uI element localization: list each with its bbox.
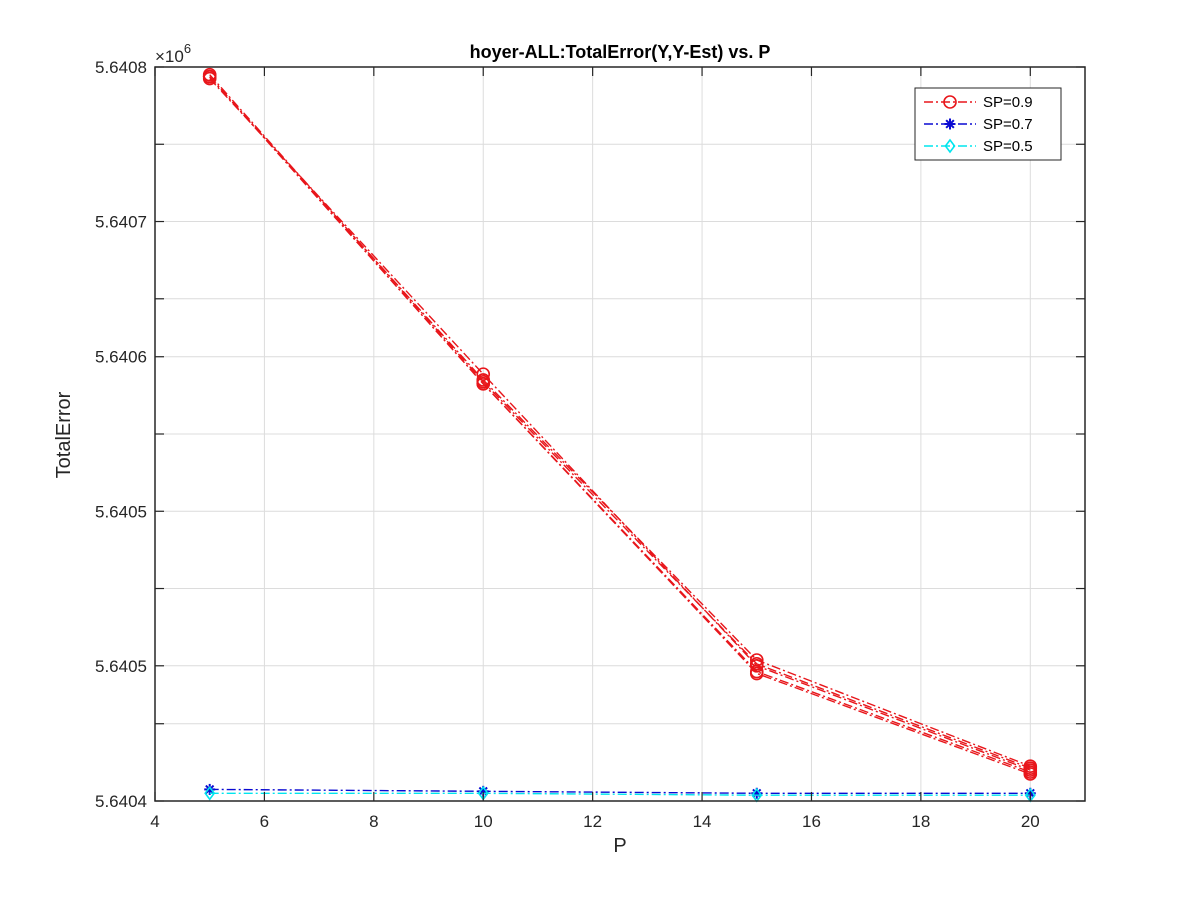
series-layer	[202, 67, 1038, 803]
y-tick-label: 5.6407	[95, 213, 147, 232]
series-4	[202, 69, 1038, 781]
series-line	[209, 76, 1031, 775]
x-tick-label: 14	[693, 812, 712, 831]
x-axis-label: P	[613, 835, 626, 857]
data-point	[944, 138, 956, 154]
series-line	[209, 788, 1031, 794]
grid-lines	[154, 66, 1085, 802]
y-tick-label: 5.6404	[95, 792, 147, 811]
x-tick-label: 16	[802, 812, 821, 831]
data-point	[943, 95, 957, 109]
data-point	[202, 69, 217, 84]
legend-box	[914, 87, 1062, 161]
y-exponent-power: 6	[184, 41, 191, 56]
series-line	[209, 74, 1031, 769]
star-stroke	[945, 119, 955, 129]
x-tick-label: 20	[1021, 812, 1040, 831]
y-exponent-base: ×10	[155, 47, 184, 66]
axis-ticks	[154, 66, 1085, 802]
y-tick-label: 5.6408	[95, 58, 147, 77]
y-tick-label: 5.6406	[95, 348, 147, 367]
legend-item: SP=0.9	[924, 94, 1033, 111]
y-exponent-multiplier: ×106	[155, 41, 191, 66]
data-point	[204, 785, 216, 801]
series-line	[209, 792, 1031, 796]
data-point	[1023, 761, 1038, 775]
x-tick-labels: 4 6 8 10 12 14 16 18 20	[150, 812, 1039, 831]
star-stroke	[478, 786, 488, 796]
data-point	[749, 657, 764, 671]
data-point	[1023, 767, 1038, 781]
x-tick-label: 18	[911, 812, 930, 831]
y-tick-label: 5.6405	[95, 502, 147, 521]
x-tick-label: 10	[474, 812, 493, 831]
series-line	[209, 78, 1031, 771]
legend-item: SP=0.7	[924, 116, 1033, 133]
data-point	[944, 118, 956, 130]
legend: SP=0.9 SP=0.7 SP=0.5	[914, 87, 1062, 161]
chart-title: hoyer-ALL:TotalError(Y,Y-Est) vs. P	[470, 42, 771, 62]
legend-item: SP=0.5	[924, 138, 1033, 155]
x-tick-label: 4	[150, 812, 159, 831]
x-tick-label: 8	[369, 812, 378, 831]
y-axis-label: TotalError	[53, 391, 75, 478]
x-tick-label: 12	[583, 812, 602, 831]
legend-label: SP=0.5	[983, 138, 1033, 155]
legend-label: SP=0.7	[983, 116, 1033, 133]
x-tick-label: 6	[260, 812, 269, 831]
data-point	[476, 376, 491, 391]
legend-label: SP=0.9	[983, 94, 1033, 111]
y-tick-label: 5.6405	[95, 657, 147, 676]
data-point	[749, 666, 764, 681]
y-tick-labels: 5.6404 5.6405 5.6405 5.6406 5.6407 5.6408	[95, 58, 147, 811]
